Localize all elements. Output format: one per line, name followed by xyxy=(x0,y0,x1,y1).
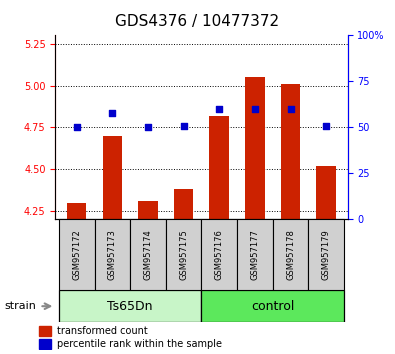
FancyBboxPatch shape xyxy=(308,219,344,290)
Text: control: control xyxy=(251,300,294,313)
Point xyxy=(252,106,258,112)
Text: GSM957176: GSM957176 xyxy=(215,229,224,280)
Text: percentile rank within the sample: percentile rank within the sample xyxy=(57,339,222,349)
Bar xyxy=(281,84,300,219)
FancyBboxPatch shape xyxy=(166,219,201,290)
Bar xyxy=(174,189,194,219)
Text: GSM957179: GSM957179 xyxy=(322,229,331,280)
FancyBboxPatch shape xyxy=(201,219,237,290)
Bar xyxy=(39,339,51,349)
Text: GDS4376 / 10477372: GDS4376 / 10477372 xyxy=(115,14,280,29)
Text: GSM957178: GSM957178 xyxy=(286,229,295,280)
Bar xyxy=(245,77,265,219)
FancyBboxPatch shape xyxy=(201,290,344,322)
FancyBboxPatch shape xyxy=(59,219,94,290)
FancyBboxPatch shape xyxy=(237,219,273,290)
Bar xyxy=(209,116,229,219)
Text: transformed count: transformed count xyxy=(57,326,148,336)
FancyBboxPatch shape xyxy=(273,219,308,290)
Point xyxy=(323,123,329,129)
Text: GSM957177: GSM957177 xyxy=(250,229,260,280)
FancyBboxPatch shape xyxy=(59,290,201,322)
Point xyxy=(181,123,187,129)
Bar xyxy=(67,203,87,219)
Point xyxy=(288,106,294,112)
Text: GSM957174: GSM957174 xyxy=(143,229,152,280)
Bar xyxy=(138,201,158,219)
Point xyxy=(145,125,151,130)
Point xyxy=(109,110,115,115)
Text: strain: strain xyxy=(4,301,36,311)
Bar xyxy=(103,136,122,219)
FancyBboxPatch shape xyxy=(94,219,130,290)
Text: GSM957172: GSM957172 xyxy=(72,229,81,280)
FancyBboxPatch shape xyxy=(130,219,166,290)
Point xyxy=(216,106,222,112)
Point xyxy=(73,125,80,130)
Text: Ts65Dn: Ts65Dn xyxy=(107,300,153,313)
Bar xyxy=(39,326,51,336)
Text: GSM957175: GSM957175 xyxy=(179,229,188,280)
Text: GSM957173: GSM957173 xyxy=(108,229,117,280)
Bar xyxy=(316,166,336,219)
